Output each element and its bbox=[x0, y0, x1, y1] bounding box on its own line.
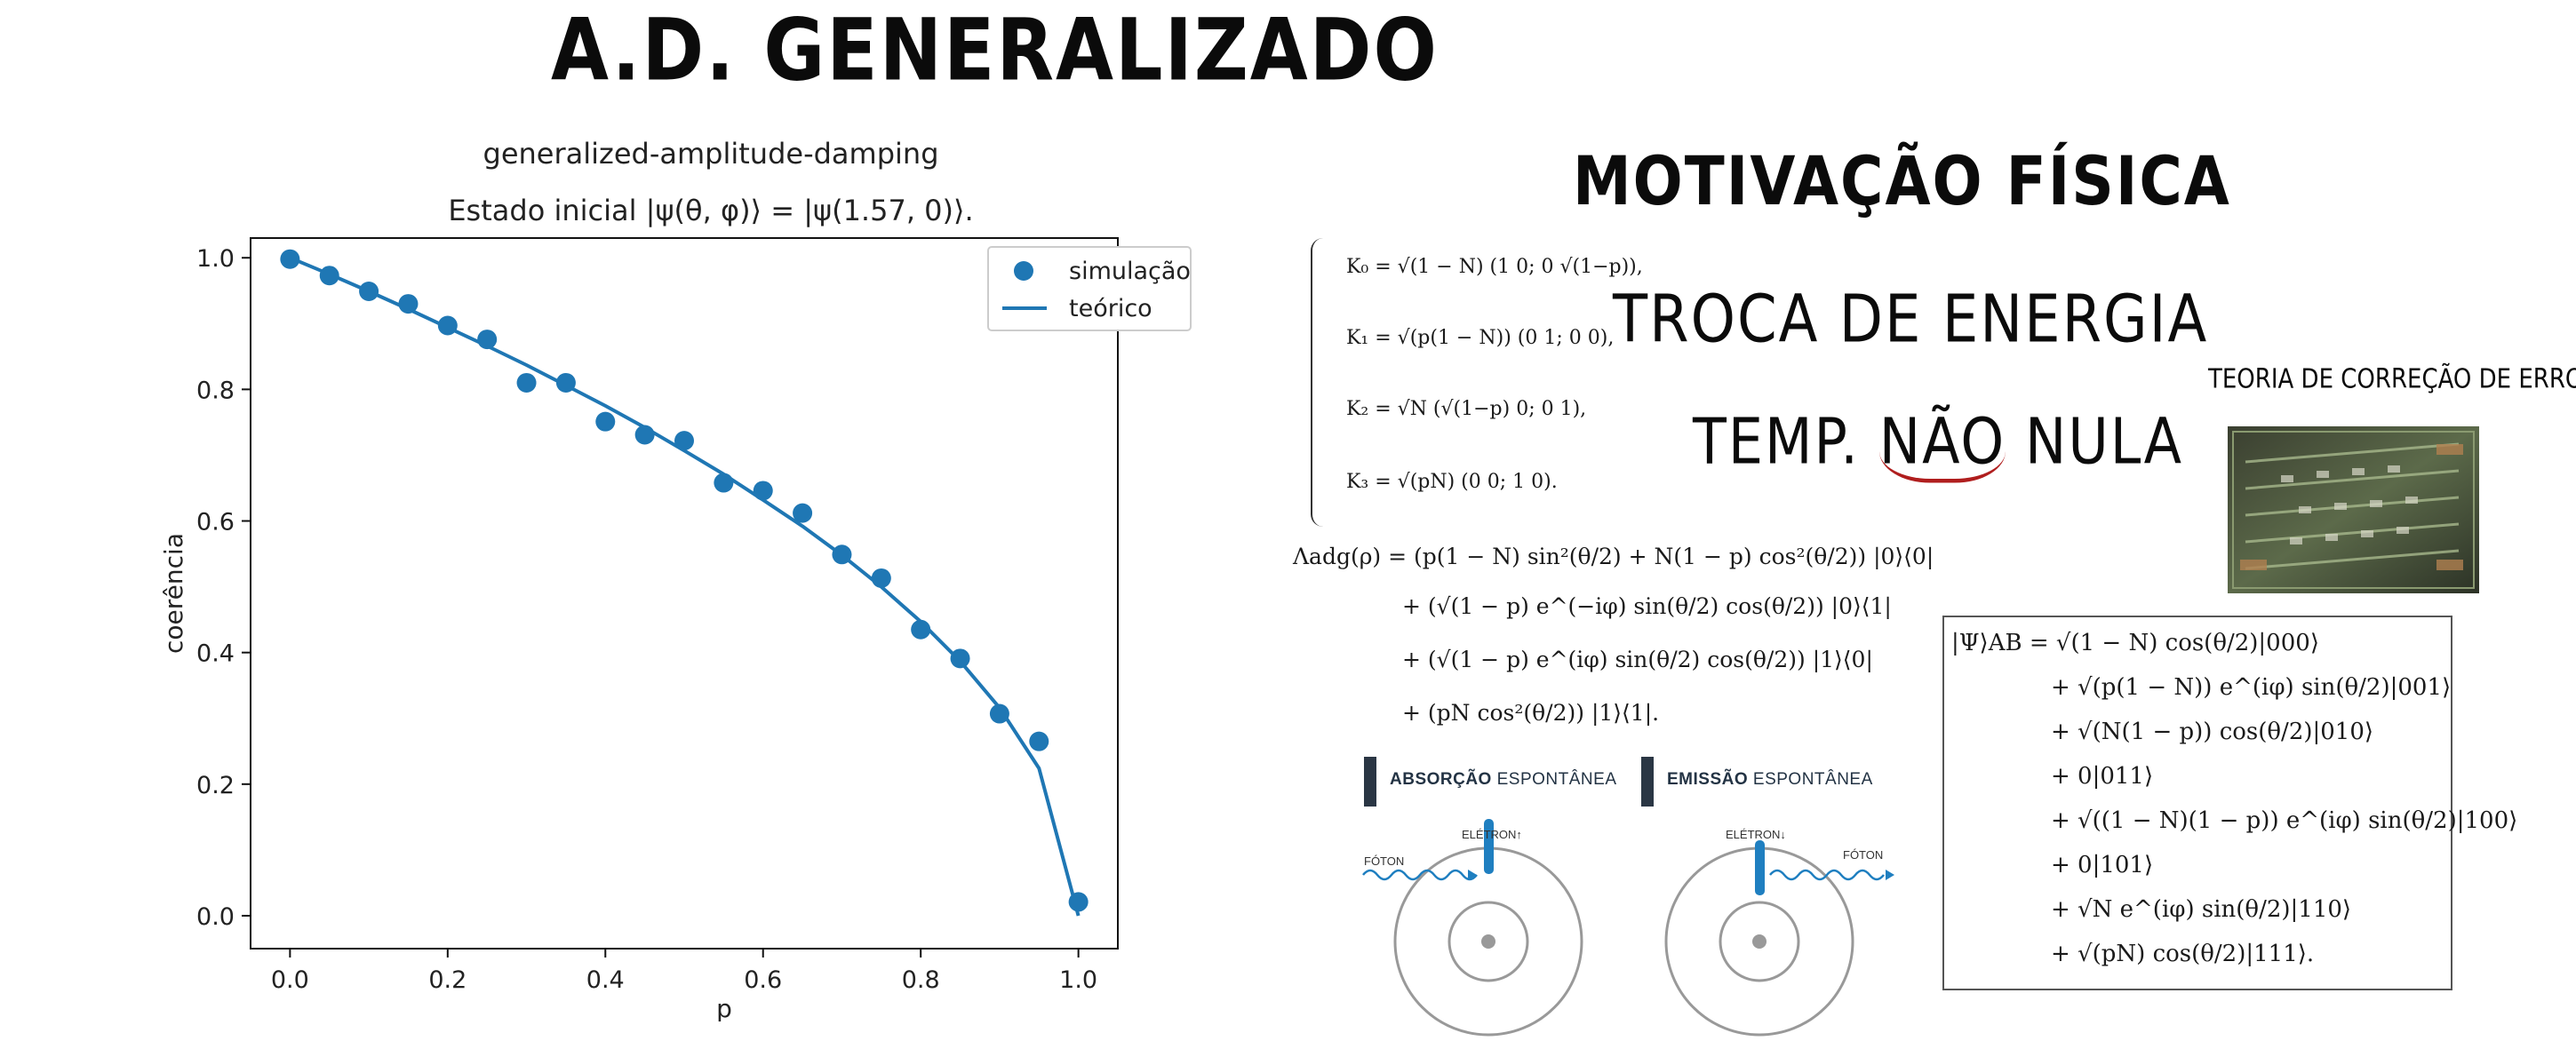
absorption-foton-label: FÓTON bbox=[1364, 854, 1405, 868]
simulation-point bbox=[634, 425, 655, 445]
channel-line-3: + (√(1 − p) e^(iφ) sin(θ/2) cos(θ/2)) |1… bbox=[1402, 647, 1873, 672]
state-line-8: + √(pN) cos(θ/2)|111⟩. bbox=[2051, 941, 2315, 967]
simulation-point bbox=[555, 372, 576, 393]
y-tick-label: 0.0 bbox=[196, 903, 235, 931]
legend-label-scatter: simulação bbox=[1069, 258, 1191, 285]
absorption-title-light: ESPONTÂNEA bbox=[1496, 770, 1617, 789]
state-line-4: + 0|011⟩ bbox=[2051, 763, 2154, 790]
legend-label-line: teórico bbox=[1069, 295, 1152, 322]
emission-atom bbox=[1664, 840, 1894, 1037]
y-tick-label: 0.8 bbox=[196, 377, 235, 404]
absorption-eletron-label: ELÉTRON↑ bbox=[1462, 828, 1522, 841]
absorption-atom bbox=[1362, 819, 1583, 1037]
simulation-point bbox=[516, 372, 537, 393]
state-line-1: |Ψ⟩AB = √(1 − N) cos(θ/2)|000⟩ bbox=[1951, 630, 2319, 656]
chart-legend: simulação teórico bbox=[987, 246, 1192, 331]
state-line-2: + √(p(1 − N)) e^(iφ) sin(θ/2)|001⟩ bbox=[2051, 674, 2452, 701]
kraus-operators: K₀ = √(1 − N) (1 0; 0 √(1−p)), K₁ = √(p(… bbox=[1311, 238, 1643, 531]
absorption-title: ABSORÇÃO ESPONTÂNEA bbox=[1390, 770, 1617, 790]
simulation-point bbox=[595, 411, 616, 432]
emission-foton-label: FÓTON bbox=[1843, 848, 1884, 862]
simulation-point bbox=[437, 315, 458, 336]
state-line-5: + √((1 − N)(1 − p)) e^(iφ) sin(θ/2)|100⟩ bbox=[2051, 807, 2518, 834]
x-tick-label: 0.4 bbox=[586, 966, 625, 994]
absorption-bar bbox=[1364, 757, 1376, 807]
x-axis-ticks: 0.0 0.2 0.4 0.6 0.8 1.0 bbox=[271, 949, 1097, 994]
channel-line-1: Λadg(ρ) = (p(1 − N) sin²(θ/2) + N(1 − p)… bbox=[1293, 544, 1934, 569]
chart-subtitle: Estado inicial |ψ(θ, φ)⟩ = |ψ(1.57, 0)⟩. bbox=[448, 194, 973, 227]
simulation-point bbox=[280, 249, 300, 269]
coherence-chart: generalized-amplitude-damping Estado ini… bbox=[142, 133, 1226, 1023]
error-theory-heading: TEORIA DE CORREÇÃO DE ERROS bbox=[2208, 364, 2576, 395]
x-axis-label: p bbox=[716, 994, 732, 1021]
x-tick-label: 0.0 bbox=[271, 966, 309, 994]
quantum-chip-image bbox=[2228, 426, 2479, 593]
y-tick-label: 0.4 bbox=[196, 640, 235, 668]
plot-frame bbox=[250, 237, 1119, 950]
simulation-point bbox=[753, 481, 773, 501]
simulation-point bbox=[911, 619, 931, 640]
kraus-brace bbox=[1311, 238, 1328, 527]
simulation-point bbox=[477, 330, 498, 350]
absorption-title-bold: ABSORÇÃO bbox=[1390, 770, 1492, 789]
simulation-point bbox=[319, 266, 339, 286]
y-tick-label: 0.2 bbox=[196, 772, 235, 799]
simulation-point bbox=[950, 648, 970, 669]
simulation-point bbox=[871, 568, 891, 588]
main-heading: A.D. GENERALIZADO bbox=[551, 0, 1439, 100]
emission-eletron-label: ELÉTRON↓ bbox=[1726, 828, 1786, 841]
chart-title: generalized-amplitude-damping bbox=[483, 137, 939, 171]
simulation-point bbox=[398, 294, 419, 314]
kraus-k2: K₂ = √N (√(1−p) 0; 0 1), bbox=[1346, 398, 1587, 420]
x-tick-label: 0.6 bbox=[744, 966, 782, 994]
emission-diagram: EMISSÃO ESPONTÂNEA ELÉTRON↓ FÓTON bbox=[1637, 755, 1921, 1039]
simulation-point bbox=[1068, 892, 1089, 912]
channel-line-4: + (pN cos²(θ/2)) |1⟩⟨1|. bbox=[1402, 700, 1660, 726]
temp-nao: NÃO bbox=[1878, 404, 2006, 483]
simulation-point bbox=[714, 473, 734, 493]
x-tick-label: 1.0 bbox=[1059, 966, 1097, 994]
temp-suffix: NULA bbox=[2024, 404, 2184, 479]
simulation-point bbox=[989, 703, 1009, 724]
simulation-point bbox=[832, 544, 852, 565]
motivation-heading: MOTIVAÇÃO FÍSICA bbox=[1573, 142, 2231, 221]
state-line-3: + √(N(1 − p)) cos(θ/2)|010⟩ bbox=[2051, 719, 2374, 745]
kraus-k3: K₃ = √(pN) (0 0; 1 0). bbox=[1346, 471, 1558, 493]
emission-title-bold: EMISSÃO bbox=[1667, 770, 1749, 789]
emission-title: EMISSÃO ESPONTÂNEA bbox=[1667, 770, 1873, 790]
kraus-k0: K₀ = √(1 − N) (1 0; 0 √(1−p)), bbox=[1346, 256, 1643, 278]
theoretical-line bbox=[289, 256, 1081, 917]
state-line-7: + √N e^(iφ) sin(θ/2)|110⟩ bbox=[2051, 896, 2352, 923]
state-line-6: + 0|101⟩ bbox=[2051, 852, 2154, 878]
temp-heading: TEMP. NÃO NULA bbox=[1693, 404, 2184, 483]
emission-title-light: ESPONTÂNEA bbox=[1752, 770, 1873, 789]
y-axis-label: coerência bbox=[159, 533, 188, 654]
state-box: |Ψ⟩AB = √(1 − N) cos(θ/2)|000⟩ + √(p(1 −… bbox=[1942, 616, 2517, 990]
kraus-k1: K₁ = √(p(1 − N)) (0 1; 0 0), bbox=[1346, 327, 1615, 349]
y-tick-label: 0.6 bbox=[196, 509, 235, 536]
simulation-point bbox=[359, 282, 379, 301]
absorption-diagram: ABSORÇÃO ESPONTÂNEA FÓTON ELÉTRON↑ bbox=[1360, 755, 1626, 1039]
simulation-point bbox=[793, 503, 813, 523]
emission-bar bbox=[1641, 757, 1654, 807]
x-tick-label: 0.8 bbox=[902, 966, 940, 994]
chart-svg: generalized-amplitude-damping Estado ini… bbox=[159, 137, 1192, 1023]
y-axis-ticks: 0.0 0.2 0.4 0.6 0.8 1.0 bbox=[196, 245, 251, 931]
legend-marker-scatter bbox=[1014, 261, 1033, 281]
y-tick-label: 1.0 bbox=[196, 245, 235, 273]
temp-prefix: TEMP. bbox=[1693, 404, 1860, 479]
energy-heading: TROCA DE ENERGIA bbox=[1613, 282, 2209, 359]
series-layer bbox=[280, 249, 1089, 917]
x-tick-label: 0.2 bbox=[428, 966, 467, 994]
simulation-point bbox=[1029, 731, 1049, 751]
channel-line-2: + (√(1 − p) e^(−iφ) sin(θ/2) cos(θ/2)) |… bbox=[1402, 593, 1892, 619]
simulation-point bbox=[674, 431, 694, 451]
